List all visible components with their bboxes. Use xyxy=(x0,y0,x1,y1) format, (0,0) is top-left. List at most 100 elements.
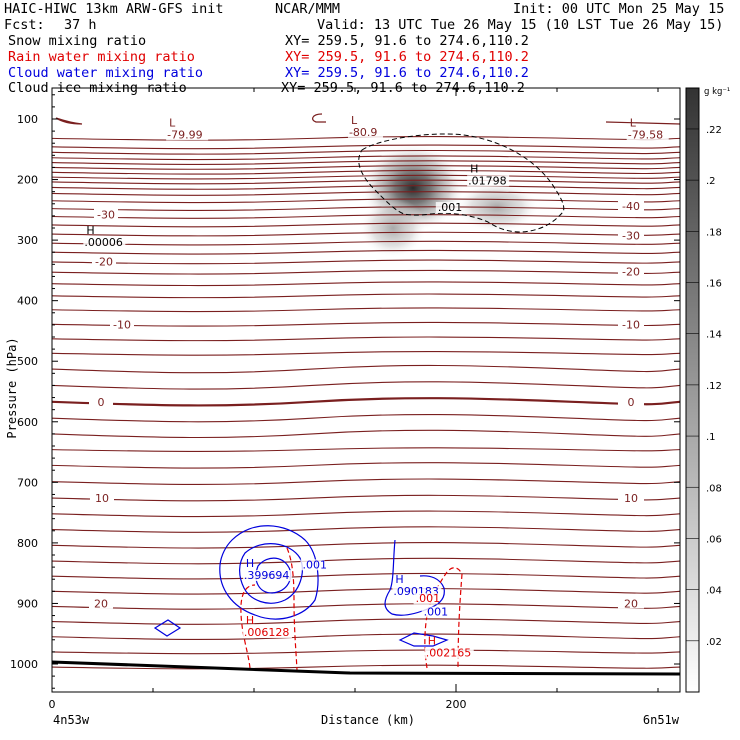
isotherm-label-bg xyxy=(618,264,644,277)
isotherm-line xyxy=(52,307,680,313)
y-tick-label: 800 xyxy=(17,537,38,550)
y-tick-label: 200 xyxy=(17,174,38,187)
extremum-value-bg xyxy=(242,627,292,639)
isotherm-line xyxy=(52,494,680,502)
isotherm-label-bg xyxy=(618,394,644,407)
isotherm-line xyxy=(52,413,680,423)
y-tick-label: 600 xyxy=(17,416,38,429)
isotherm-line xyxy=(52,231,680,237)
isotherm-line xyxy=(52,240,680,246)
isotherm-line xyxy=(52,510,680,518)
isotherm-line xyxy=(52,222,680,228)
isotherm-line xyxy=(52,603,680,610)
extremum-value-bg xyxy=(424,647,474,659)
isotherm-line xyxy=(52,149,680,155)
extremum-value: .00006 xyxy=(84,236,123,249)
isotherm-line xyxy=(52,281,680,287)
forecast-hours: 37 h xyxy=(64,17,97,33)
isotherm-line xyxy=(52,169,680,175)
isotherm-label-bg xyxy=(618,491,644,504)
isotherm-label: 20 xyxy=(94,597,108,610)
isotherm-line xyxy=(52,588,680,595)
extremum-value: .01798 xyxy=(468,174,507,187)
isotherm-line xyxy=(52,364,680,374)
extremum-value-bg xyxy=(166,129,209,141)
isotherm-label-right: -30 xyxy=(622,229,640,242)
extremum-low-marker: L xyxy=(351,114,358,127)
colorbar-tick-label: .14 xyxy=(706,330,722,341)
low-contour-left xyxy=(55,117,83,125)
isotherm-label-right: 10 xyxy=(624,492,638,505)
isotherm-label-bg xyxy=(618,199,644,212)
isotherm-line xyxy=(52,381,680,390)
contour-value-label: .001 xyxy=(424,606,449,619)
x-axis-label: Distance (km) xyxy=(321,713,415,727)
isotherm-line xyxy=(52,155,680,161)
isotherm-line xyxy=(52,350,680,356)
isotherm-line xyxy=(52,321,680,327)
extremum-value-bg xyxy=(347,126,383,138)
colorbar-tick-label: .18 xyxy=(706,227,722,238)
isotherm-line xyxy=(52,174,680,180)
extremum-value-bg xyxy=(626,129,669,141)
contour-label-bg xyxy=(300,559,325,571)
isotherm-line xyxy=(52,206,680,211)
extremum-high-marker: H xyxy=(246,557,254,570)
colorbar-tick-label: .16 xyxy=(706,279,722,290)
isotherm-label-bg xyxy=(618,317,644,330)
isotherm-line xyxy=(52,557,680,565)
x-start-location: 4n53w xyxy=(53,713,90,727)
isotherm-label-bg xyxy=(89,394,113,407)
x-tick-label: 0 xyxy=(49,698,56,711)
isotherm-line xyxy=(52,462,680,469)
terrain-surface xyxy=(52,660,680,676)
extremum-value: -79.58 xyxy=(628,128,663,141)
isotherm-line xyxy=(52,259,680,265)
isotherm-label: -20 xyxy=(95,255,113,268)
organization: NCAR/MMM xyxy=(275,1,340,17)
extremum-high-marker: H xyxy=(395,573,403,586)
isotherm-label-right: -10 xyxy=(622,318,640,331)
isotherm-line xyxy=(52,526,680,533)
isotherm-label-bg xyxy=(92,254,116,267)
extremum-high-marker: H xyxy=(470,162,478,175)
isotherm-line xyxy=(52,664,680,670)
isotherm-label: -30 xyxy=(97,209,115,222)
colorbar-gradient xyxy=(685,87,700,693)
contour-label-bg xyxy=(421,606,446,618)
colorbar-tick-label: .06 xyxy=(706,534,722,545)
legend-rain-xy: XY= 259.5, 91.6 to 274.6,110.2 xyxy=(285,49,529,65)
extremum-value-bg xyxy=(83,237,126,249)
isotherm-line xyxy=(52,572,680,580)
isotherm-label-bg xyxy=(94,207,118,220)
x-tick-label: 200 xyxy=(446,698,467,711)
temperature-contours xyxy=(52,136,680,670)
isotherm-label: 0 xyxy=(98,396,105,409)
isotherm-line xyxy=(52,191,680,196)
extremum-high-marker: H xyxy=(428,635,436,648)
cloud-water-contours xyxy=(153,525,449,647)
contour-value-label: .001 xyxy=(438,201,463,214)
extremum-low-marker: L xyxy=(169,116,176,129)
isotherm-line xyxy=(52,542,680,549)
colorbar-unit: g kg⁻¹ xyxy=(704,87,730,97)
colorbar-tick-label: .2 xyxy=(706,176,716,187)
isotherm-line xyxy=(52,633,680,641)
extremum-value: .002165 xyxy=(426,647,472,660)
isotherm-label-bg xyxy=(90,491,114,504)
low-contour-right xyxy=(605,121,680,125)
legend-snow-xy: XY= 259.5, 91.6 to 274.6,110.2 xyxy=(285,33,529,49)
plot-frame xyxy=(51,87,681,693)
legend-cloudwater-xy: XY= 259.5, 91.6 to 274.6,110.2 xyxy=(285,65,529,81)
isotherm-line xyxy=(52,198,680,204)
low-contour-center xyxy=(312,113,326,123)
colorbar-tick-label: .02 xyxy=(706,637,722,648)
init-time: Init: 00 UTC Mon 25 May 15 xyxy=(513,1,724,17)
isotherm-line xyxy=(52,478,680,485)
contour-label-bg xyxy=(413,593,438,605)
extremum-value: -79.99 xyxy=(167,128,202,141)
y-axis-label: Pressure (hPa) xyxy=(5,337,19,438)
extremum-value-bg xyxy=(392,585,442,597)
